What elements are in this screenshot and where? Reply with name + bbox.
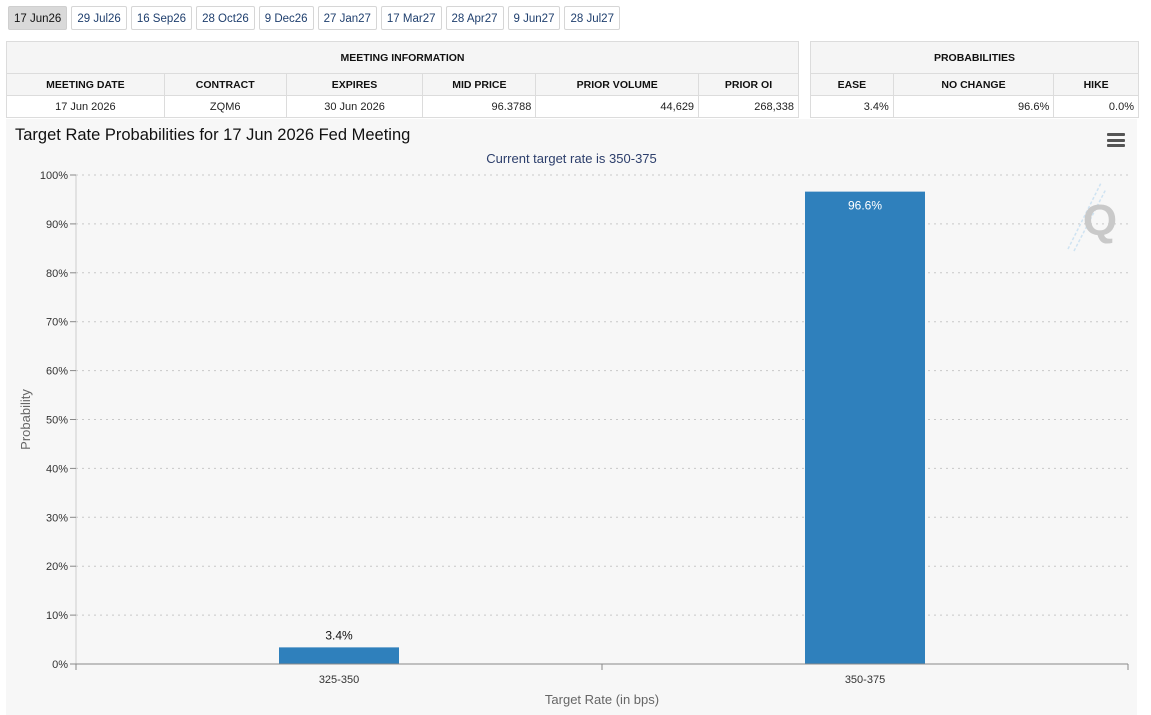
col-hike: HIKE [1053, 73, 1139, 96]
meeting-tab[interactable]: 29 Jul26 [71, 6, 127, 30]
meeting-tab[interactable]: 27 Jan27 [317, 6, 377, 30]
x-axis-label: Target Rate (in bps) [545, 692, 659, 707]
meeting-tab[interactable]: 17 Mar27 [380, 6, 442, 30]
meeting-date-value: 17 Jun 2026 [6, 95, 165, 118]
col-no-change: NO CHANGE [892, 73, 1055, 96]
meeting-tab[interactable]: 28 Apr27 [445, 6, 504, 30]
y-tick-label: 60% [46, 366, 68, 378]
watermark-logo: Q [1067, 182, 1117, 252]
y-tick-label: 80% [46, 268, 68, 280]
y-tick-label: 10% [46, 610, 68, 622]
col-expires: EXPIRES [285, 73, 424, 96]
y-tick-label: 70% [46, 317, 68, 329]
prior-volume-value: 44,629 [535, 95, 700, 118]
col-prior-volume: PRIOR VOLUME [535, 73, 700, 96]
y-tick-label: 50% [46, 415, 68, 427]
chart-title: Target Rate Probabilities for 17 Jun 202… [15, 126, 411, 144]
bar-data-label: 3.4% [325, 628, 353, 642]
no-change-value: 96.6% [892, 95, 1055, 118]
expires-value: 30 Jun 2026 [285, 95, 424, 118]
meeting-tab[interactable]: 17 Jun26 [8, 6, 68, 30]
prior-oi-value: 268,338 [698, 95, 799, 118]
watermark-letter: Q [1083, 196, 1117, 245]
ease-value: 3.4% [810, 95, 894, 118]
meeting-tab[interactable]: 9 Dec26 [258, 6, 314, 30]
meeting-tab[interactable]: 28 Oct26 [196, 6, 255, 30]
chart-panel: Target Rate Probabilities for 17 Jun 202… [6, 119, 1137, 715]
y-tick-label: 30% [46, 512, 68, 524]
meeting-info-header: MEETING INFORMATION [6, 41, 799, 74]
y-tick-label: 90% [46, 219, 68, 231]
y-tick-label: 0% [52, 659, 68, 671]
chart-menu-icon[interactable] [1107, 133, 1125, 147]
contract-value: ZQM6 [163, 95, 287, 118]
col-meeting-date: MEETING DATE [6, 73, 165, 96]
meeting-info-table: MEETING INFORMATION MEETING DATE CONTRAC… [6, 41, 799, 118]
bar-325-350[interactable] [279, 647, 399, 664]
mid-price-value: 96.3788 [422, 95, 537, 118]
meeting-tab[interactable]: 9 Jun27 [507, 6, 561, 30]
chart-svg: 0% 10% 20% 30% 40% 50% 60% 70% 80% 90% 100% 3.4% 96… [18, 170, 1129, 707]
meeting-tab[interactable]: 16 Sep26 [130, 6, 193, 30]
y-tick-label: 40% [46, 463, 68, 475]
meeting-tab[interactable]: 28 Jul27 [564, 6, 620, 30]
y-tick-label: 100% [40, 170, 68, 182]
x-tick-label: 350-375 [845, 674, 885, 686]
col-prior-oi: PRIOR OI [698, 73, 799, 96]
bar-350-375[interactable] [805, 191, 925, 664]
probabilities-header: PROBABILITIES [810, 41, 1139, 74]
bar-data-label: 96.6% [848, 199, 882, 213]
y-axis-label: Probability [18, 389, 33, 450]
col-ease: EASE [810, 73, 894, 96]
hike-value: 0.0% [1053, 95, 1139, 118]
x-tick-label: 325-350 [319, 674, 359, 686]
col-contract: CONTRACT [163, 73, 287, 96]
y-tick-label: 20% [46, 561, 68, 573]
probabilities-table: PROBABILITIES EASE NO CHANGE HIKE 3.4% 9… [810, 41, 1139, 118]
col-mid-price: MID PRICE [422, 73, 537, 96]
chart-subtitle: Current target rate is 350-375 [486, 151, 657, 166]
meeting-tabs: 17 Jun26 29 Jul26 16 Sep26 28 Oct26 9 Dec26 2… [8, 6, 620, 30]
